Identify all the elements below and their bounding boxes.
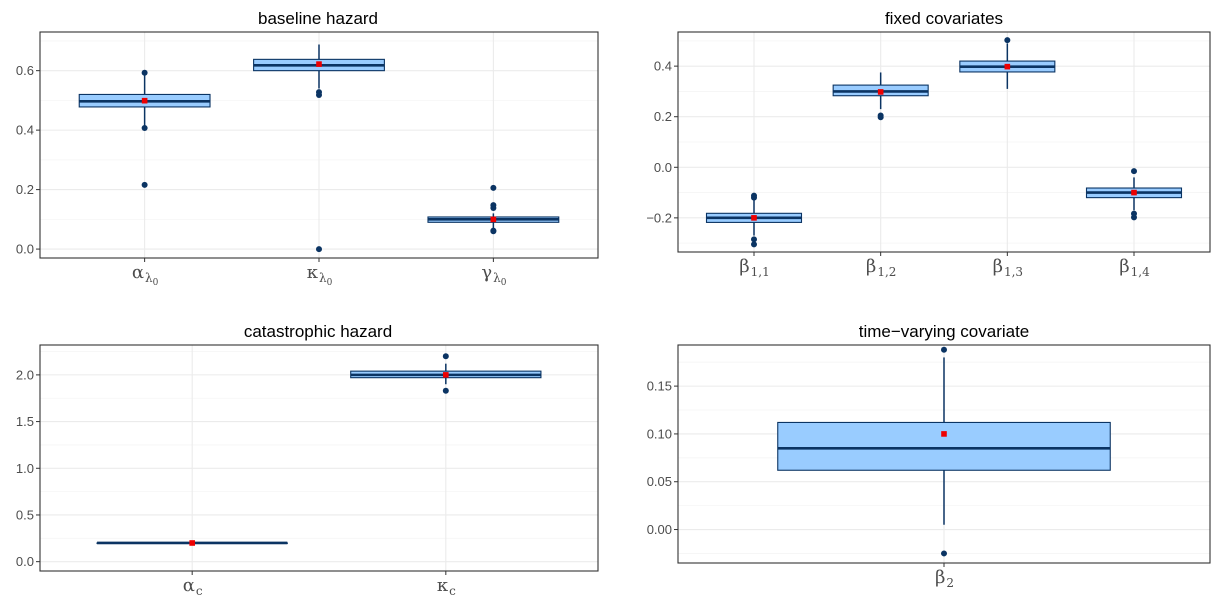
y-tick-label: 2.0: [16, 367, 34, 382]
panel-time-varying-covariate: time−varying covariate 0.00 0.05 0.10 0.15 β…: [647, 322, 1211, 590]
x-tick-label: κc: [437, 575, 456, 598]
y-tick-label: 1.0: [16, 461, 34, 476]
y-tick-label: 0.0: [16, 554, 34, 569]
y-tick-label: 0.0: [16, 242, 34, 257]
outlier-point: [141, 181, 148, 188]
panel-catastrophic-hazard: catastrophic hazard 0.0 0.5 1.0 1.5 2.0 αc κc: [16, 322, 599, 598]
outlier-point: [751, 194, 757, 201]
mean-marker: [490, 216, 497, 223]
panel-baseline-hazard: baseline hazard 0.0 0.2 0.4 0.6 αλ0 κλ0 γλ0: [16, 9, 599, 288]
boxplot: [78, 69, 211, 188]
panel-title: catastrophic hazard: [244, 322, 392, 341]
panel-border: [677, 31, 1211, 253]
y-tick-label: 0.15: [647, 379, 672, 394]
outlier-point: [490, 228, 497, 235]
y-tick-label: 1.5: [16, 414, 34, 429]
panel-title: fixed covariates: [885, 9, 1003, 28]
y-tick-label: 0.4: [16, 123, 34, 138]
outlier-point: [490, 184, 497, 191]
panel-fixed-covariates: fixed covariates −0.2 0.0 0.2 0.4 β1,1 β1,2 β1…: [646, 9, 1211, 279]
mean-marker: [189, 540, 195, 546]
mean-marker: [316, 61, 322, 67]
y-tick-label: 0.2: [16, 182, 34, 197]
x-tick-label: αc: [183, 575, 203, 598]
mean-marker: [443, 372, 449, 378]
y-tick-label: 0.05: [647, 474, 672, 489]
mean-marker: [1131, 189, 1137, 196]
outlier-point: [316, 246, 322, 253]
boxplot: [832, 72, 929, 121]
outlier-point: [442, 387, 449, 394]
boxplot: [777, 346, 1111, 557]
outlier-point: [442, 353, 449, 360]
x-tick-label: β1,1: [739, 256, 770, 279]
x-tick-label: β1,3: [993, 256, 1024, 279]
y-tick-label: 0.10: [647, 426, 672, 441]
mean-marker: [877, 89, 884, 95]
x-tick-label: κλ0: [307, 262, 333, 288]
x-tick-label: αλ0: [132, 262, 159, 288]
y-tick-label: 0.5: [16, 507, 34, 522]
x-tick-label: β1,2: [866, 256, 897, 279]
y-tick-label: 0.0: [654, 160, 672, 175]
boxplot: [1085, 168, 1183, 221]
outlier-point: [490, 205, 497, 212]
y-tick-label: 0.6: [16, 63, 34, 78]
y-tick-label: 0.4: [654, 59, 672, 74]
mean-marker: [1004, 63, 1011, 70]
panel-title: time−varying covariate: [859, 322, 1030, 341]
boxplot: [350, 353, 542, 394]
panel-title: baseline hazard: [258, 9, 378, 28]
outlier-point: [1131, 168, 1137, 175]
outlier-point: [941, 550, 947, 557]
outlier-point: [141, 125, 148, 132]
x-tick-label: γλ0: [481, 262, 506, 288]
outlier-point: [877, 114, 884, 121]
outlier-point: [1131, 214, 1137, 221]
outlier-point: [941, 346, 947, 353]
panel-border: [39, 344, 599, 572]
boxplot: [253, 44, 385, 253]
outlier-point: [751, 236, 757, 243]
x-tick-label: β2: [935, 567, 954, 590]
boxplot: [705, 192, 803, 248]
outlier-point: [751, 241, 757, 248]
outlier-point: [316, 92, 322, 99]
mean-marker: [141, 97, 148, 104]
mean-marker: [941, 431, 947, 437]
y-tick-label: 0.2: [654, 109, 672, 124]
boxplot: [427, 184, 560, 235]
outlier-point: [141, 69, 148, 76]
x-tick-label: β1,4: [1119, 256, 1150, 279]
y-tick-label: −0.2: [646, 210, 672, 225]
mean-marker: [751, 215, 757, 221]
boxplot: [96, 540, 288, 546]
box-iqr: [777, 421, 1111, 471]
boxplot: [959, 37, 1056, 89]
outlier-point: [1004, 37, 1011, 44]
y-tick-label: 0.00: [647, 522, 672, 537]
